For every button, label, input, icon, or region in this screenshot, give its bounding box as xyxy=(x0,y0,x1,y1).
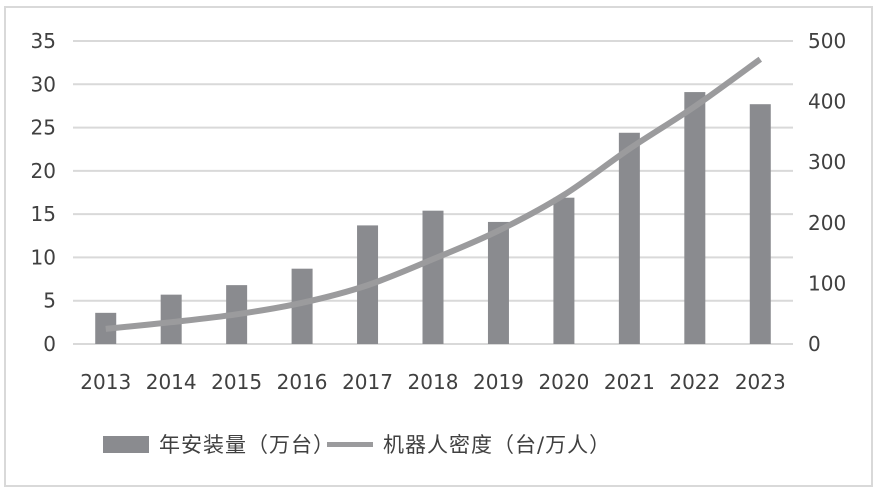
x-axis-tick: 2023 xyxy=(735,370,786,394)
bar-swatch-icon xyxy=(103,435,149,453)
left-axis-tick: 15 xyxy=(31,202,56,226)
right-axis-tick: 300 xyxy=(808,150,846,174)
bar-2021 xyxy=(618,132,640,344)
right-axis-tick: 500 xyxy=(808,29,846,53)
right-axis-tick: 0 xyxy=(808,332,821,356)
bar-2022 xyxy=(684,92,706,344)
left-axis-tick: 5 xyxy=(43,289,56,313)
x-axis-tick: 2014 xyxy=(146,370,197,394)
x-axis-tick: 2021 xyxy=(604,370,655,394)
left-axis-tick: 35 xyxy=(31,29,56,53)
x-axis-tick: 2020 xyxy=(538,370,589,394)
right-axis-tick: 200 xyxy=(808,211,846,235)
density-line xyxy=(105,56,763,332)
line-swatch-icon xyxy=(327,441,373,447)
x-axis-tick: 2022 xyxy=(669,370,720,394)
legend-label-bar: 年安装量（万台） xyxy=(159,433,335,457)
left-axis-tick: 10 xyxy=(31,245,56,269)
x-axis-tick: 2016 xyxy=(277,370,328,394)
combo-chart: 0 5 10 15 20 25 30 35 0 100 200 300 400 500 2013 2014 20… xyxy=(31,29,847,394)
bar-2019 xyxy=(487,221,509,344)
x-axis-tick: 2019 xyxy=(473,370,524,394)
x-axis-tick: 2018 xyxy=(408,370,459,394)
left-axis-tick: 20 xyxy=(31,159,56,183)
left-axis-tick: 0 xyxy=(43,332,56,356)
bar-2018 xyxy=(422,210,444,344)
legend-item-robot-density: 机器人密度（台/万人） xyxy=(327,426,611,462)
x-axis-tick: 2017 xyxy=(342,370,393,394)
legend-item-annual-installations: 年安装量（万台） xyxy=(103,426,335,462)
left-axis-tick: 25 xyxy=(31,116,56,140)
bar-2016 xyxy=(291,268,313,344)
bar-2023 xyxy=(749,104,771,344)
legend: 年安装量（万台） 机器人密度（台/万人） xyxy=(0,426,880,462)
x-axis-tick: 2015 xyxy=(211,370,262,394)
left-axis-tick: 30 xyxy=(31,72,56,96)
bar-2020 xyxy=(553,197,575,344)
right-axis-tick: 400 xyxy=(808,90,846,114)
legend-label-line: 机器人密度（台/万人） xyxy=(383,433,612,457)
x-axis-tick: 2013 xyxy=(80,370,131,394)
right-axis-tick: 100 xyxy=(808,271,846,295)
